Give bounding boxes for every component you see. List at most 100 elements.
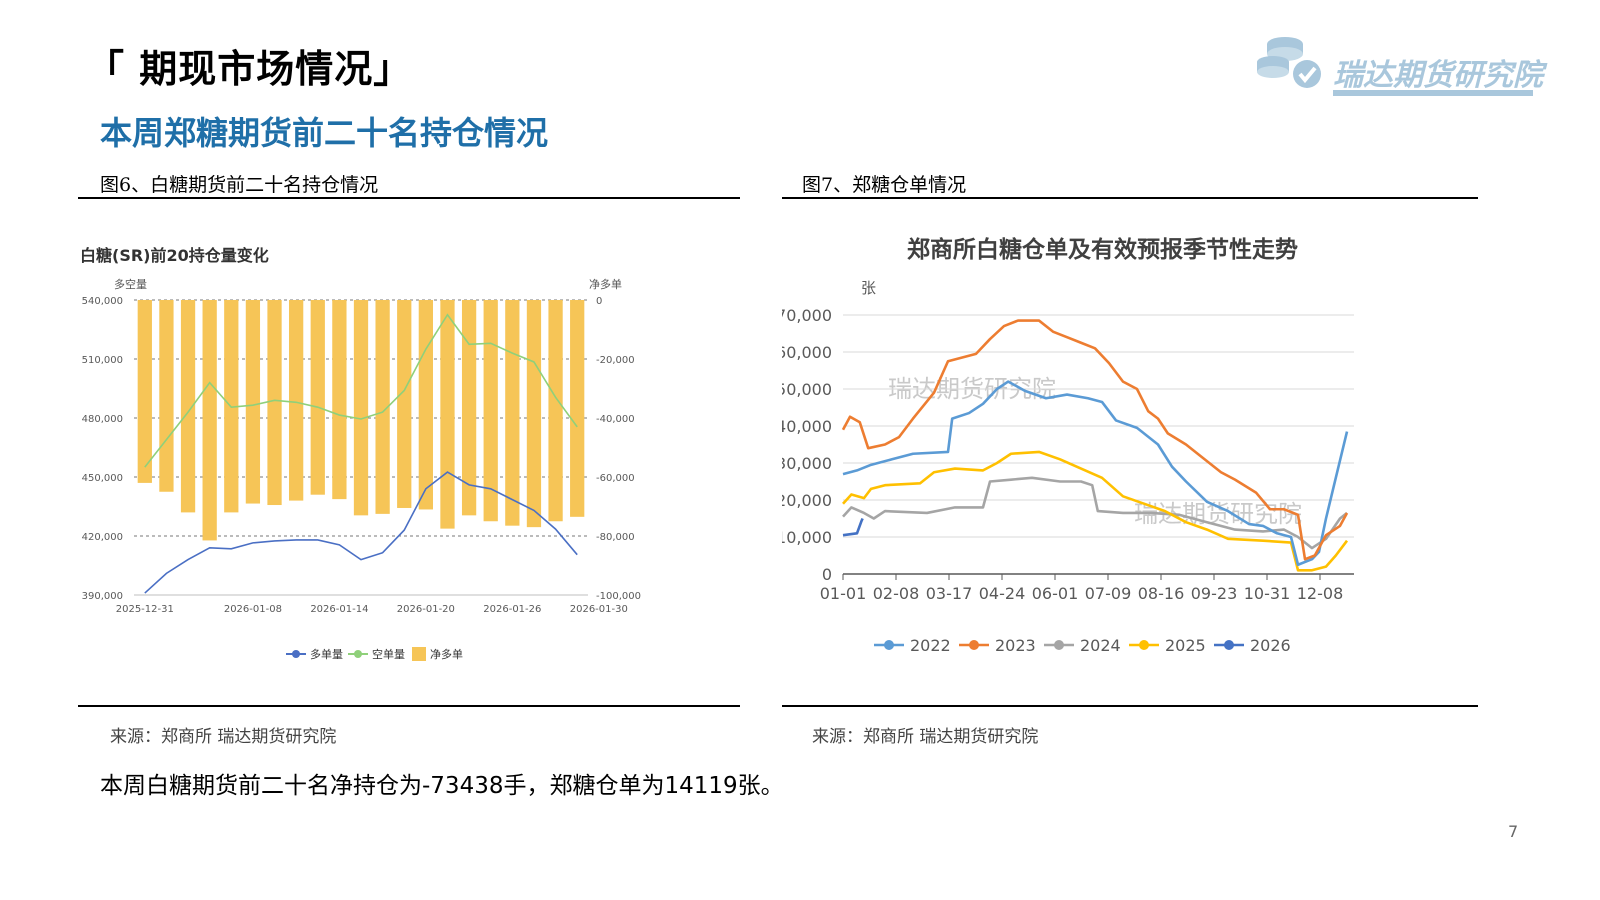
x-tick-label: 2026-01-14	[310, 604, 368, 615]
right-y-tick: -100,000	[596, 591, 641, 602]
y-tick-label: 20,000	[782, 491, 832, 510]
warehouse-receipt-chart: 郑商所白糖仓单及有效预报季节性走势 张 瑞达期货研究院 瑞达期货研究院 010,…	[782, 236, 1354, 655]
receipt-legend: 2022 2023 2024 2025 2026	[874, 636, 1291, 655]
receipt-line-2022	[842, 380, 1349, 567]
company-logo: 瑞达期货研究院	[1255, 30, 1543, 102]
legend-swatch-dot	[884, 640, 894, 650]
left-figure-caption: 图6、白糖期货前二十名持仓情况	[100, 174, 379, 196]
y-tick-label: 50,000	[782, 380, 832, 399]
net-long-bar	[570, 300, 585, 517]
x-tick-label: 2026-01-26	[483, 604, 541, 615]
net-long-bar	[548, 300, 563, 522]
net-long-bar	[137, 300, 152, 483]
coin-stack-icon	[1257, 37, 1321, 88]
y-tick-label: 30,000	[782, 454, 832, 473]
legend-long: 多单量	[310, 647, 343, 661]
left-top-rule	[78, 197, 740, 199]
receipt-line-2024	[842, 476, 1348, 550]
right-bottom-rule	[782, 705, 1478, 707]
right-figure-caption: 图7、郑糖仓单情况	[802, 174, 967, 196]
right-top-rule	[782, 197, 1478, 199]
legend-label-2024: 2024	[1080, 636, 1121, 655]
legend-swatch-dot	[1224, 640, 1234, 650]
x-tick-label: 09-23	[1191, 584, 1238, 603]
x-tick-label: 2026-01-30	[570, 604, 628, 615]
right-y-tick: -40,000	[596, 414, 635, 425]
x-tick-label: 12-08	[1297, 584, 1344, 603]
net-long-bar	[440, 300, 455, 529]
legend-label-2025: 2025	[1165, 636, 1206, 655]
x-tick-label: 04-24	[979, 584, 1026, 603]
right-y-tick: -60,000	[596, 473, 635, 484]
receipt-line-2025	[842, 450, 1349, 572]
net-long-bar	[159, 300, 174, 492]
net-long-bar	[397, 300, 412, 508]
logo-text: 瑞达期货研究院	[1333, 58, 1543, 93]
x-tick-label: 02-08	[873, 584, 920, 603]
left-y-tick: 420,000	[82, 532, 123, 543]
legend-swatch-dot	[1054, 640, 1064, 650]
section-subtitle: 本周郑糖期货前二十名持仓情况	[100, 114, 549, 152]
right-axis-label: 净多单	[589, 277, 622, 291]
left-y-tick: 390,000	[82, 591, 123, 602]
right-source: 来源：郑商所 瑞达期货研究院	[812, 727, 1039, 747]
legend-label-2026: 2026	[1250, 636, 1291, 655]
legend-swatch-dot	[969, 640, 979, 650]
net-long-bar	[505, 300, 520, 526]
left-y-tick: 510,000	[82, 355, 123, 366]
x-tick-label: 2026-01-20	[397, 604, 455, 615]
net-long-bar	[332, 300, 347, 500]
positions-legend: 多单量 空单量 净多单	[286, 647, 463, 661]
x-tick-label: 2026-01-08	[224, 604, 282, 615]
y-tick-label: 60,000	[782, 343, 832, 362]
net-long-bar	[483, 300, 498, 522]
legend-swatch-dot	[1139, 640, 1149, 650]
net-long-bar	[418, 300, 433, 510]
legend-short: 空单量	[372, 647, 405, 661]
logo-underline	[1333, 90, 1533, 96]
left-y-tick: 450,000	[82, 473, 123, 484]
left-axis-label: 多空量	[114, 277, 147, 291]
net-long-bar	[526, 300, 542, 528]
right-y-tick: -80,000	[596, 532, 635, 543]
long-positions-line	[144, 471, 578, 594]
y-tick-label: 10,000	[782, 528, 832, 547]
positions-chart-title: 白糖(SR)前20持仓量变化	[80, 246, 269, 265]
net-long-bar	[267, 300, 282, 506]
page-title: 「 期现市场情况」	[86, 47, 413, 91]
receipt-line-2023	[841, 319, 1349, 561]
x-tick-label: 03-17	[926, 584, 973, 603]
net-long-bar	[353, 300, 369, 516]
legend-net: 净多单	[430, 647, 463, 661]
net-long-bar	[180, 300, 196, 513]
receipt-y-unit: 张	[861, 279, 876, 297]
net-long-bar	[202, 300, 217, 541]
y-tick-label: 40,000	[782, 417, 832, 436]
left-source: 来源：郑商所 瑞达期货研究院	[110, 727, 337, 747]
y-tick-label: 0	[822, 565, 832, 584]
left-bottom-rule	[78, 705, 740, 707]
x-tick-label: 06-01	[1032, 584, 1079, 603]
legend-label-2023: 2023	[995, 636, 1036, 655]
x-tick-label: 01-01	[820, 584, 867, 603]
page-number: 7	[1508, 822, 1519, 841]
right-y-tick: 0	[596, 296, 602, 307]
x-tick-label: 07-09	[1085, 584, 1132, 603]
x-tick-label: 2025-12-31	[116, 604, 174, 615]
net-long-bar	[310, 300, 325, 495]
x-tick-label: 08-16	[1138, 584, 1185, 603]
summary-text: 本周白糖期货前二十名净持仓为-73438手，郑糖仓单为14119张。	[100, 773, 784, 799]
right-y-tick: -20,000	[596, 355, 635, 366]
left-y-tick: 480,000	[82, 414, 123, 425]
legend-label-2022: 2022	[910, 636, 951, 655]
receipt-chart-title: 郑商所白糖仓单及有效预报季节性走势	[907, 236, 1298, 263]
x-tick-label: 10-31	[1244, 584, 1291, 603]
net-long-bar	[461, 300, 477, 516]
net-long-bar	[375, 300, 390, 514]
net-long-bar	[245, 300, 261, 504]
short-positions-line	[144, 313, 578, 468]
net-long-bar	[289, 300, 304, 501]
left-y-tick: 540,000	[82, 296, 123, 307]
positions-chart: 白糖(SR)前20持仓量变化 多空量 净多单 390,000 -100,000 42…	[80, 246, 641, 661]
receipt-line-2026	[842, 517, 864, 537]
